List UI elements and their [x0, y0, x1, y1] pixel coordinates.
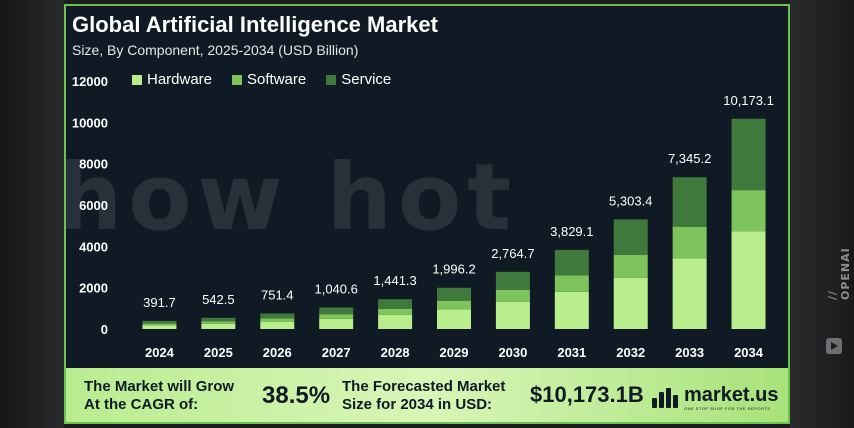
bar-segment-service: [319, 307, 354, 315]
bar-segment-software: [437, 300, 471, 310]
center-watermark: show hot: [66, 144, 518, 251]
y-tick-label: 4000: [79, 239, 108, 254]
legend-label-service: Service: [341, 71, 392, 88]
right-blur-panel: [790, 0, 854, 428]
bar-segment-hardware: [142, 325, 177, 329]
cagr-label-line1: The Market will Grow: [84, 378, 235, 395]
total-value-label: 391.7: [143, 295, 176, 310]
legend-swatch-software: [232, 74, 243, 85]
bar-segment-service: [554, 249, 589, 276]
total-value-label: 1,040.6: [314, 281, 357, 296]
chart-subtitle: Size, By Component, 2025-2034 (USD Billi…: [72, 42, 359, 58]
bar-segment-hardware: [495, 301, 530, 329]
bar-segment-software: [613, 255, 648, 278]
bar-segment-software: [201, 321, 236, 324]
x-tick-label: 2031: [557, 345, 586, 360]
y-tick-label: 8000: [79, 157, 108, 172]
bar-segment-software: [731, 190, 766, 232]
bar-segment-software: [495, 289, 530, 302]
cagr-label-line2: At the CAGR of:: [84, 396, 199, 413]
bar-segment-hardware: [731, 231, 766, 329]
legend-item-service: Service: [326, 71, 391, 88]
y-tick-label: 0: [101, 322, 108, 337]
x-tick-label: 2026: [263, 345, 292, 360]
side-watermark: // OPENAI: [826, 247, 852, 300]
play-icon[interactable]: [826, 338, 842, 354]
bar-segment-software: [378, 308, 413, 315]
total-value-label: 1,441.3: [373, 273, 416, 288]
bar-segment-hardware: [260, 321, 295, 329]
y-tick-label: 2000: [79, 281, 108, 296]
bar-segment-software: [142, 323, 177, 326]
x-tick-label: 2034: [734, 345, 764, 360]
y-tick-label: 10000: [72, 115, 108, 130]
logo-text: market.us: [684, 384, 779, 406]
forecast-label: The Forecasted Market Size for 2034 in U…: [342, 378, 505, 414]
bar-segment-service: [437, 287, 471, 301]
bar-segment-software: [319, 314, 354, 319]
chart-title: Global Artificial Intelligence Market: [72, 12, 438, 37]
bar-segment-service: [201, 317, 236, 322]
bar-segment-hardware: [201, 323, 236, 329]
bar-segment-service: [672, 177, 707, 227]
chart-card: show hot Global Artificial Intelligence …: [64, 4, 790, 424]
bar-segment-service: [142, 320, 177, 324]
bar-segment-software: [672, 226, 707, 259]
y-tick-label: 6000: [79, 198, 108, 213]
logo-tagline: ONE STOP SHOP FOR THE REPORTS: [684, 406, 771, 411]
bar-segment-service: [613, 219, 648, 256]
legend-item-hardware: Hardware: [132, 71, 212, 88]
bar-segment-service: [495, 271, 530, 290]
left-blur-panel: [0, 0, 64, 428]
total-value-label: 10,173.1: [723, 93, 774, 108]
footer-banner: The Market will Grow At the CAGR of: 38.…: [66, 368, 788, 422]
x-tick-label: 2032: [616, 345, 645, 360]
x-tick-label: 2033: [675, 345, 704, 360]
cagr-value: 38.5%: [262, 382, 331, 409]
legend: Hardware Software Service: [132, 71, 391, 88]
total-value-label: 7,345.2: [668, 151, 711, 166]
bar-segment-software: [554, 275, 589, 292]
y-tick-label: 12000: [72, 74, 108, 89]
x-tick-label: 2028: [381, 345, 410, 360]
bar-segment-hardware: [437, 309, 471, 329]
total-value-label: 2,764.7: [491, 246, 534, 261]
forecast-value: $10,173.1B: [530, 382, 644, 407]
bar-segment-hardware: [672, 258, 707, 329]
bar-segment-hardware: [554, 291, 589, 329]
legend-label-software: Software: [247, 71, 307, 88]
bar-segment-hardware: [378, 314, 413, 329]
total-value-label: 751.4: [261, 287, 294, 302]
total-value-label: 5,303.4: [609, 193, 652, 208]
bar-chart: 0 2000 4000 6000 8000 10000 12000 391.7 2024 542.…: [72, 74, 774, 360]
total-value-label: 542.5: [202, 292, 235, 307]
x-tick-label: 2025: [204, 345, 233, 360]
legend-swatch-service: [326, 74, 337, 85]
total-value-label: 1,996.2: [432, 262, 475, 277]
forecast-label-line2: Size for 2034 in USD:: [342, 396, 493, 413]
legend-item-software: Software: [232, 71, 306, 88]
bar-segment-service: [378, 299, 413, 309]
bar-segment-service: [731, 118, 766, 191]
bar-segment-service: [260, 313, 295, 319]
x-tick-label: 2027: [322, 345, 351, 360]
x-tick-label: 2024: [145, 345, 175, 360]
total-value-label: 3,829.1: [550, 224, 593, 239]
bar-segment-hardware: [319, 318, 354, 329]
bar-segment-hardware: [613, 277, 648, 329]
legend-swatch-hardware: [132, 74, 142, 85]
x-tick-label: 2030: [498, 345, 527, 360]
cagr-label: The Market will Grow At the CAGR of:: [84, 378, 234, 414]
forecast-label-line1: The Forecasted Market: [342, 378, 506, 395]
market-us-logo-icon: [652, 388, 680, 408]
legend-label-hardware: Hardware: [147, 71, 213, 88]
x-tick-label: 2029: [440, 345, 469, 360]
bar-segment-software: [260, 318, 295, 322]
